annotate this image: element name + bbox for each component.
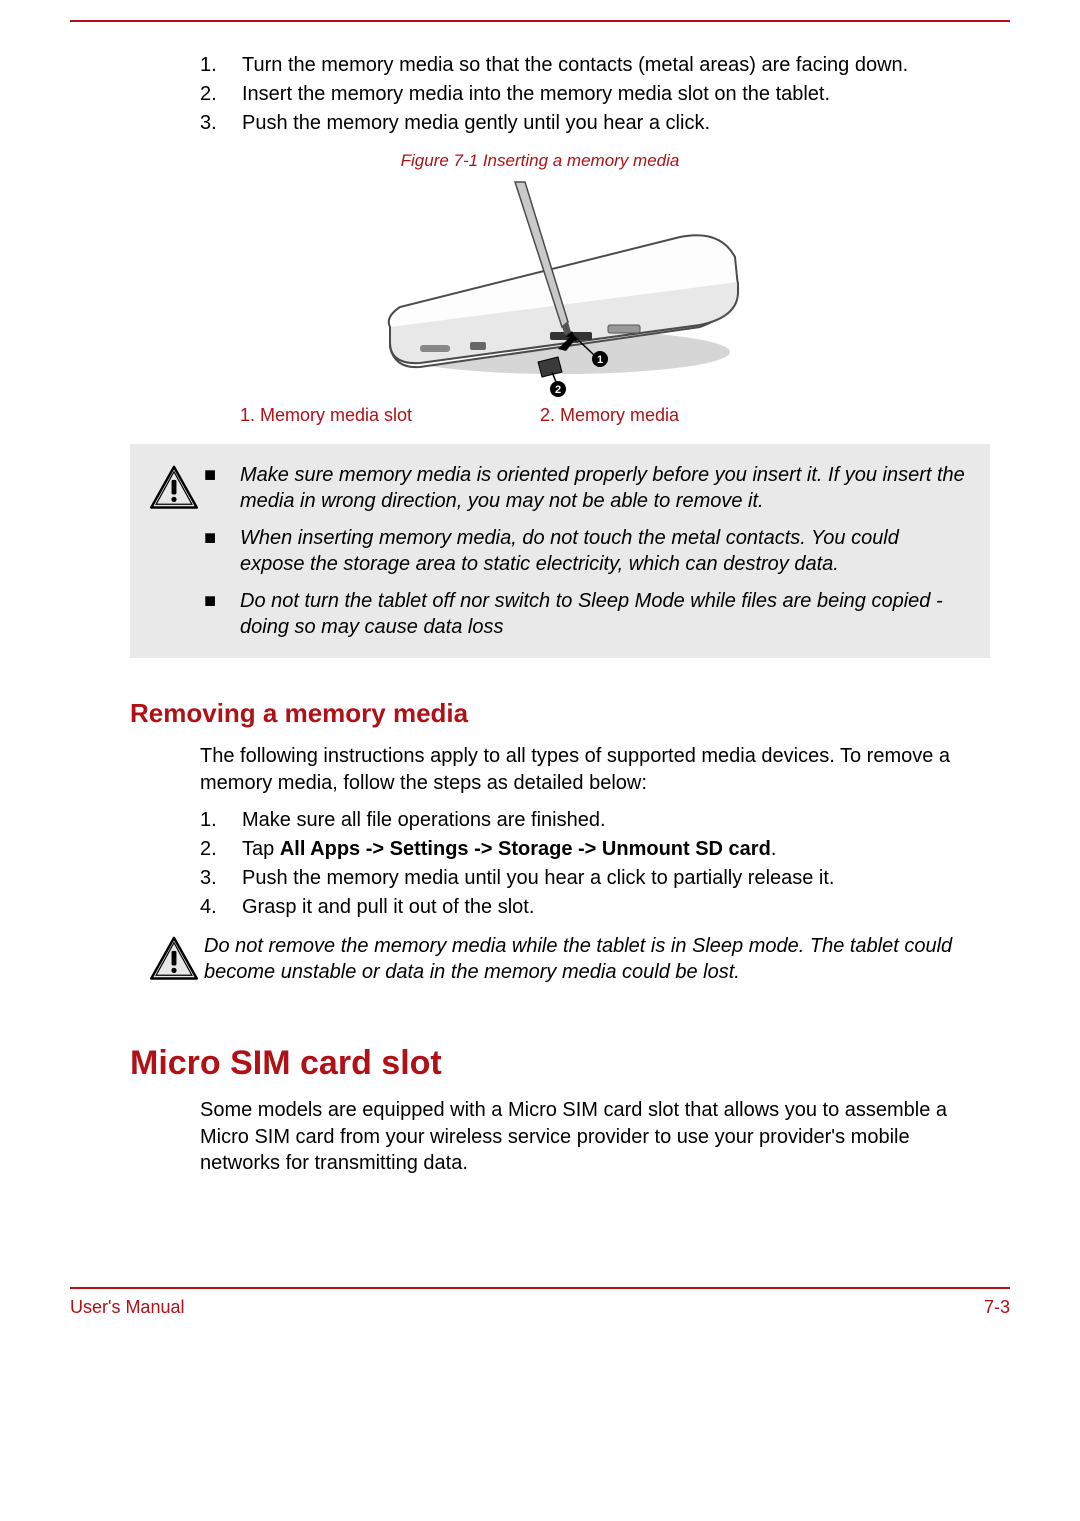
list-item: 4. Grasp it and pull it out of the slot. [200,894,990,921]
legend-item: 1. Memory media slot [240,405,540,426]
step-bold: All Apps -> Settings -> Storage -> Unmou… [280,838,771,860]
warning-icon [144,462,204,640]
warning-item: ■ When inserting memory media, do not to… [204,525,968,578]
bullet-icon: ■ [204,588,240,641]
figure-caption: Figure 7-1 Inserting a memory media [70,151,1010,171]
warning-icon [144,933,204,986]
figure-legend: 1. Memory media slot 2. Memory media [240,405,950,426]
sim-paragraph: Some models are equipped with a Micro SI… [200,1097,990,1177]
step-number: 2. [200,81,242,108]
warning-body: ■ Make sure memory media is oriented pro… [204,462,968,640]
step-text: Tap All Apps -> Settings -> Storage -> U… [242,836,990,863]
list-item: 1. Make sure all file operations are fin… [200,807,990,834]
removing-intro: The following instructions apply to all … [200,743,990,797]
warning-text: Do not turn the tablet off nor switch to… [240,588,968,641]
list-item: 2. Insert the memory media into the memo… [200,81,990,108]
step-text: Push the memory media until you hear a c… [242,865,990,892]
list-item: 3. Push the memory media until you hear … [200,865,990,892]
footer-left: User's Manual [70,1297,184,1318]
step-pre: Tap [242,838,280,860]
insert-steps-list: 1. Turn the memory media so that the con… [200,52,990,137]
step-text: Turn the memory media so that the contac… [242,52,990,79]
warning-callout: Do not remove the memory media while the… [130,923,990,996]
step-number: 4. [200,894,242,921]
step-post: . [771,838,777,860]
step-number: 1. [200,807,242,834]
page: 1. Turn the memory media so that the con… [0,20,1080,1348]
figure-wrap: 1 2 [70,177,1010,397]
warning-callout: ■ Make sure memory media is oriented pro… [130,444,990,658]
step-number: 1. [200,52,242,79]
warning-text: Make sure memory media is oriented prope… [240,462,968,515]
warning-item: ■ Do not turn the tablet off nor switch … [204,588,968,641]
sim-heading: Micro SIM card slot [130,1044,1010,1083]
top-rule [70,20,1010,22]
svg-text:2: 2 [555,384,561,396]
step-text: Insert the memory media into the memory … [242,81,990,108]
page-footer: User's Manual 7-3 [70,1287,1010,1348]
warning-text: When inserting memory media, do not touc… [240,525,968,578]
legend-item: 2. Memory media [540,405,950,426]
removing-steps-list: 1. Make sure all file operations are fin… [200,807,990,921]
warning-item: ■ Make sure memory media is oriented pro… [204,462,968,515]
warning-text: Do not remove the memory media while the… [204,933,968,986]
bullet-icon: ■ [204,525,240,578]
list-item: 1. Turn the memory media so that the con… [200,52,990,79]
step-number: 3. [200,110,242,137]
bullet-icon: ■ [204,462,240,515]
step-number: 2. [200,836,242,863]
removing-heading: Removing a memory media [130,698,1010,729]
step-number: 3. [200,865,242,892]
list-item: 2. Tap All Apps -> Settings -> Storage -… [200,836,990,863]
step-text: Make sure all file operations are finish… [242,807,990,834]
step-text: Grasp it and pull it out of the slot. [242,894,990,921]
svg-text:1: 1 [597,354,603,366]
step-text: Push the memory media gently until you h… [242,110,990,137]
footer-right: 7-3 [984,1297,1010,1318]
list-item: 3. Push the memory media gently until yo… [200,110,990,137]
figure-image: 1 2 [340,177,740,397]
